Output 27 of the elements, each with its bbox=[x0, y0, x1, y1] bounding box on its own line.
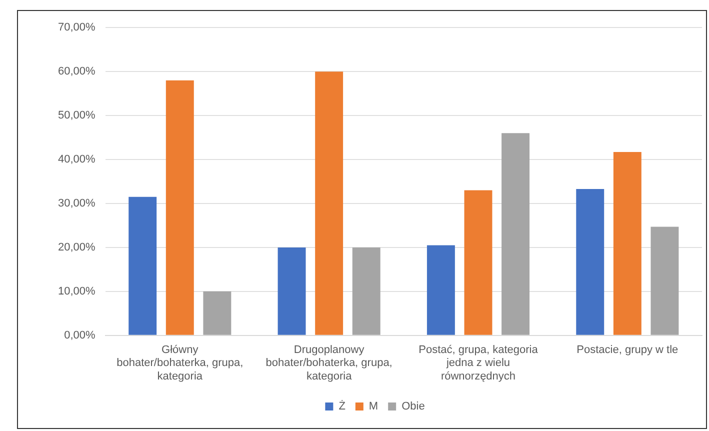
y-tick-label: 50,00% bbox=[58, 110, 96, 122]
bar bbox=[352, 247, 380, 335]
x-tick-label: Drugoplanowy bohater/bohaterka, grupa, kategoria bbox=[266, 344, 392, 382]
y-tick-label: 10,00% bbox=[58, 285, 96, 298]
x-tick-label: Główny bohater/bohaterka, grupa, kategoria bbox=[116, 344, 244, 382]
bar bbox=[650, 226, 679, 335]
x-tick-label: Postacie, grupy w tle bbox=[576, 344, 678, 356]
bar bbox=[128, 196, 157, 335]
bar bbox=[576, 188, 604, 335]
y-tick-label: 30,00% bbox=[58, 198, 96, 210]
legend-label: Obie bbox=[402, 400, 425, 413]
y-tick-label: 60,00% bbox=[58, 66, 96, 78]
legend-label: Ż bbox=[338, 400, 346, 413]
bar bbox=[613, 152, 642, 335]
bar bbox=[315, 72, 344, 335]
x-tick-label: Postać, grupa, kategoria jedna z wielu równorzędnych bbox=[418, 344, 539, 382]
bar bbox=[203, 291, 232, 335]
y-tick-label: 20,00% bbox=[58, 241, 96, 254]
bar bbox=[464, 190, 492, 335]
y-tick-label: 40,00% bbox=[58, 154, 96, 166]
bar bbox=[426, 245, 455, 335]
bar bbox=[166, 80, 194, 335]
y-tick-label: 70,00% bbox=[58, 22, 96, 34]
bar bbox=[278, 247, 306, 335]
bar bbox=[502, 133, 530, 335]
y-tick-label: 0,00% bbox=[64, 329, 96, 342]
legend-label: M bbox=[368, 400, 378, 413]
